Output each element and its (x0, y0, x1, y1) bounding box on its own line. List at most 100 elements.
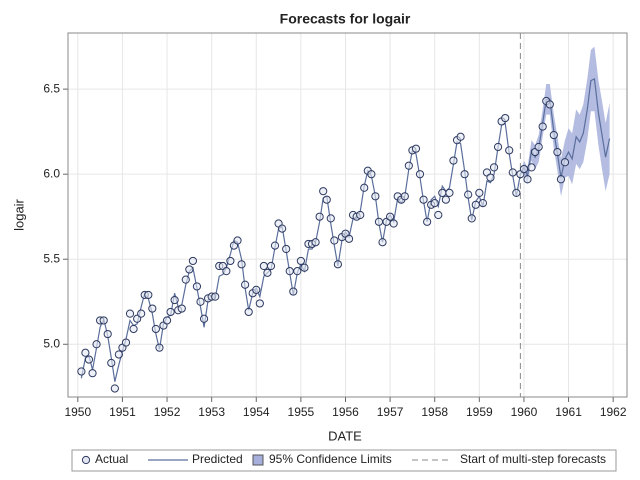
actual-point (512, 188, 521, 197)
actual-point (430, 198, 439, 208)
actual-point (333, 260, 343, 269)
x-tick-label: 1956 (332, 405, 359, 419)
actual-point (556, 175, 566, 184)
actual-point (289, 287, 298, 296)
actual-point (367, 170, 376, 179)
actual-point (322, 195, 331, 204)
plot-frame (67, 32, 628, 398)
actual-point (278, 224, 287, 233)
actual-point (244, 307, 253, 317)
actual-point (192, 282, 202, 291)
legend-label: Actual (95, 452, 128, 466)
actual-point (107, 358, 116, 368)
legend-symbol (252, 454, 264, 466)
actual-point (553, 147, 562, 157)
actual-point (445, 188, 454, 197)
actual-point (434, 210, 443, 220)
actual-point (371, 192, 380, 201)
x-tick-label: 1955 (288, 405, 315, 419)
actual-point (285, 267, 294, 276)
actual-point (293, 267, 302, 276)
x-tick-label: 1957 (377, 405, 404, 419)
actual-point (181, 275, 190, 284)
actual-point (315, 212, 324, 221)
actual-point (549, 130, 558, 140)
actual-point (326, 214, 335, 223)
y-tick-label: 5.0 (43, 336, 60, 350)
actual-point (121, 338, 131, 347)
actual-point (300, 263, 309, 272)
actual-point (110, 384, 119, 393)
actual-point (415, 170, 425, 179)
actual-point (151, 324, 160, 334)
legend-label: 95% Confidence Limits (269, 452, 392, 466)
actual-point (92, 340, 101, 349)
actual-point (438, 188, 447, 197)
actual-point (527, 163, 536, 172)
actual-point (199, 314, 209, 323)
actual-point (188, 256, 198, 266)
x-tick-label: 1953 (198, 405, 225, 419)
actual-point (441, 195, 450, 204)
y-tick-label: 6.5 (43, 81, 60, 95)
actual-point (374, 217, 384, 226)
actual-point (523, 175, 532, 184)
actual-point (185, 265, 194, 274)
actual-point (538, 122, 547, 131)
actual-point (270, 241, 280, 250)
actual-point (489, 163, 499, 172)
x-tick-label: 1958 (421, 405, 448, 419)
legend-symbol (81, 455, 91, 465)
actual-point (237, 260, 246, 269)
legend-label: Predicted (192, 452, 243, 466)
actual-point (411, 144, 421, 153)
y-tick-label: 6.0 (43, 166, 60, 180)
actual-point (467, 214, 476, 223)
y-tick-label: 5.5 (43, 251, 60, 265)
actual-point (378, 238, 387, 247)
actual-point (241, 280, 250, 289)
actual-point (311, 238, 320, 247)
actual-point (148, 304, 157, 313)
actual-point (103, 329, 112, 339)
actual-point (88, 369, 97, 378)
actual-point (255, 299, 264, 308)
actual-point (81, 348, 90, 357)
actual-point (386, 212, 395, 221)
x-tick-label: 1960 (511, 405, 538, 419)
actual-point (486, 173, 495, 182)
actual-point (478, 198, 488, 208)
legend-box (71, 449, 617, 472)
actual-point (545, 100, 554, 109)
actual-point (282, 244, 291, 254)
actual-point (356, 210, 365, 220)
actual-point (162, 316, 172, 325)
actual-point (263, 268, 272, 277)
chart-title: Forecasts for logair (280, 11, 411, 27)
actual-point (166, 307, 175, 317)
actual-point (493, 142, 503, 152)
actual-point (344, 234, 354, 243)
actual-point (252, 285, 261, 294)
actual-point (177, 304, 186, 313)
actual-point (196, 297, 205, 306)
actual-point (560, 158, 570, 167)
x-tick-label: 1954 (243, 405, 270, 419)
actual-point (319, 187, 328, 196)
actual-point (233, 236, 242, 245)
actual-point (211, 292, 220, 301)
actual-point (534, 142, 543, 152)
actual-point (471, 200, 480, 209)
x-tick-label: 1961 (555, 405, 582, 419)
x-tick-label: 1959 (466, 405, 493, 419)
actual-point (508, 168, 517, 177)
actual-point (475, 188, 484, 197)
actual-point (404, 161, 413, 170)
actual-point (155, 343, 164, 352)
actual-point (296, 256, 305, 266)
actual-point (360, 183, 369, 192)
actual-point (464, 190, 473, 199)
actual-point (125, 309, 135, 318)
